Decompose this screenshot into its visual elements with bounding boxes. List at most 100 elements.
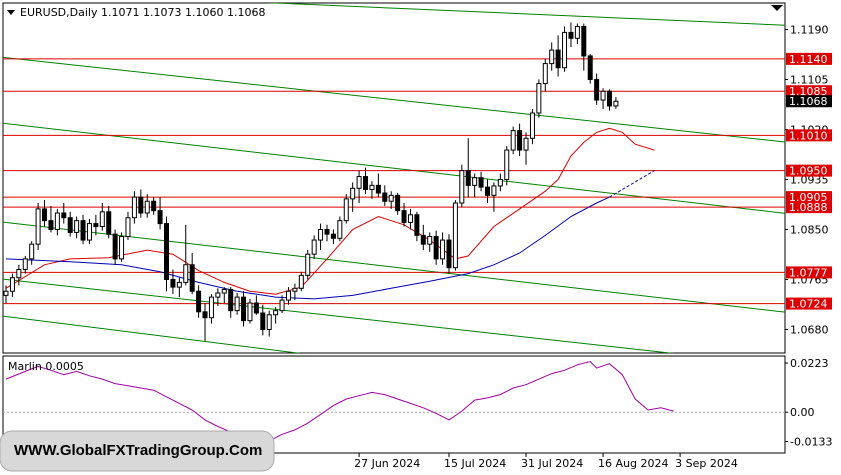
candle-body — [594, 78, 600, 101]
candle-body — [138, 196, 144, 214]
level-label: 1.1085 — [789, 85, 828, 98]
candle-body — [189, 264, 195, 292]
price-tick-label: 1.1190 — [790, 23, 829, 36]
candle-body — [523, 137, 529, 151]
candle-body — [298, 274, 304, 289]
candle-body — [67, 217, 73, 233]
candle-body — [196, 290, 202, 313]
candle-body — [176, 281, 182, 288]
candle-body — [285, 290, 291, 301]
candle-body — [529, 112, 535, 139]
candle-body — [16, 268, 22, 279]
price-tick-label: 1.0935 — [790, 173, 829, 186]
chart-shift-triangle-icon[interactable] — [771, 5, 783, 11]
candle-body — [356, 176, 362, 189]
candle-body — [395, 194, 401, 212]
time-axis: 27 Jun 2024 15 Jul 2024 31 Jul 2024 16 Aug … — [354, 453, 738, 470]
level-label: 1.0888 — [789, 201, 828, 214]
candle-body — [260, 312, 266, 330]
candle-body — [407, 214, 413, 223]
candle-body — [491, 185, 497, 196]
price-panel — [2, 2, 786, 354]
candle-body — [343, 198, 349, 222]
candle-body — [93, 223, 99, 228]
candle-body — [363, 176, 369, 190]
collapse-triangle-icon[interactable] — [7, 10, 15, 15]
price-tick-label: 1.1105 — [790, 73, 829, 86]
level-label: 1.0950 — [789, 165, 828, 178]
slow-ma-projection — [609, 170, 655, 198]
candle-body — [125, 217, 131, 238]
candle-body — [42, 208, 48, 222]
candle-body — [183, 264, 189, 283]
candle-body — [581, 26, 587, 57]
price-axis: 1.11901.11051.10201.09351.08501.07651.06… — [785, 23, 832, 336]
candle-body — [3, 290, 9, 296]
candle-body — [555, 49, 561, 69]
watermark-text: WWW.GlobalFXTradingGroup.Com — [14, 442, 262, 459]
level-label-box — [786, 297, 832, 310]
ohlc-readout: 1.1071 1.1073 1.1060 1.1068 — [101, 6, 265, 19]
candle-body — [472, 177, 478, 186]
price-tick-label: 1.0850 — [790, 223, 829, 236]
candle-body — [606, 90, 612, 107]
candle-body — [99, 211, 105, 228]
candle-body — [446, 239, 452, 269]
candle-body — [22, 258, 28, 270]
candle-body — [228, 288, 234, 312]
candle-body — [318, 228, 324, 241]
candle-body — [266, 314, 272, 330]
level-label: 1.1010 — [789, 129, 828, 142]
channel-line — [3, 122, 785, 214]
candle-body — [452, 202, 458, 269]
slow-ma-line — [5, 196, 610, 300]
candle-body — [106, 211, 112, 235]
candle-body — [485, 186, 490, 196]
candle-body — [542, 63, 548, 85]
time-tick-label: 3 Sep 2024 — [675, 457, 738, 470]
candle-body — [350, 187, 356, 200]
candle-body — [414, 214, 420, 236]
candle-body — [112, 233, 118, 260]
trend-channels — [3, 3, 785, 353]
candle-body — [517, 130, 523, 151]
candle-body — [208, 296, 214, 319]
level-label: 1.0905 — [789, 191, 828, 204]
candle-body — [459, 170, 465, 204]
level-label: 1.0777 — [789, 266, 828, 279]
level-label-box — [786, 85, 832, 98]
candle-body — [311, 239, 317, 255]
level-label-box — [786, 164, 832, 177]
candle-body — [170, 278, 176, 288]
candle-body — [29, 243, 35, 260]
candle-body — [157, 210, 163, 225]
candle-body — [144, 200, 150, 214]
candle-body — [504, 149, 510, 180]
candle-body — [465, 170, 471, 186]
candle-body — [131, 196, 137, 219]
level-label-box — [786, 129, 832, 142]
candle-body — [279, 299, 285, 312]
candle-body — [247, 302, 253, 322]
candle-body — [420, 234, 426, 245]
symbol-label: EURUSD,Daily — [20, 6, 98, 19]
channel-line — [3, 278, 675, 353]
candle-body — [305, 253, 311, 276]
current-price-box — [786, 95, 832, 108]
time-tick-label: 27 Jun 2024 — [354, 457, 420, 470]
candle-body — [510, 130, 516, 151]
candle-body — [574, 26, 580, 39]
candle-body — [427, 236, 433, 245]
candle-body — [253, 302, 259, 314]
watermark-badge — [0, 430, 275, 472]
oscillator-line — [5, 360, 674, 444]
candle-body — [497, 178, 503, 187]
osc-tick-label: -0.0133 — [790, 436, 832, 449]
candle-body — [202, 311, 208, 319]
candle-body — [241, 296, 247, 322]
candle-body — [401, 210, 407, 223]
level-label-box — [786, 191, 832, 204]
channel-line — [264, 3, 785, 26]
time-tick-label: 31 Jul 2024 — [521, 457, 583, 470]
